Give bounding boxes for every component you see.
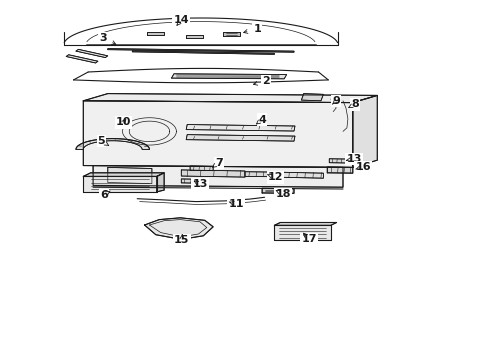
Polygon shape	[83, 101, 353, 167]
Polygon shape	[274, 222, 337, 225]
Text: 9: 9	[332, 96, 340, 106]
Polygon shape	[262, 188, 294, 193]
Text: 14: 14	[173, 15, 189, 25]
Polygon shape	[245, 172, 274, 177]
Text: 5: 5	[98, 136, 105, 146]
Polygon shape	[66, 55, 98, 63]
Polygon shape	[132, 51, 274, 54]
Polygon shape	[329, 159, 353, 163]
Polygon shape	[223, 32, 240, 36]
Text: 4: 4	[258, 114, 266, 125]
Text: 13: 13	[346, 154, 362, 164]
Polygon shape	[83, 94, 377, 103]
Polygon shape	[181, 179, 200, 183]
Text: 1: 1	[253, 24, 261, 34]
Text: 10: 10	[116, 117, 131, 127]
Text: 13: 13	[192, 179, 208, 189]
Polygon shape	[147, 32, 164, 35]
Polygon shape	[186, 135, 295, 141]
Text: 7: 7	[215, 158, 223, 168]
Polygon shape	[274, 172, 323, 178]
Polygon shape	[145, 218, 213, 239]
Polygon shape	[190, 166, 213, 171]
Polygon shape	[83, 173, 164, 176]
Text: 3: 3	[99, 33, 107, 43]
Polygon shape	[353, 95, 377, 167]
Polygon shape	[83, 176, 157, 192]
Polygon shape	[93, 166, 343, 187]
Text: 6: 6	[100, 190, 108, 200]
Text: 18: 18	[275, 189, 291, 199]
Text: 8: 8	[351, 99, 359, 109]
Polygon shape	[157, 173, 164, 192]
Polygon shape	[76, 139, 149, 149]
Polygon shape	[327, 167, 353, 173]
Text: 16: 16	[355, 162, 371, 172]
Text: 15: 15	[174, 235, 190, 246]
Polygon shape	[172, 74, 287, 79]
Polygon shape	[181, 170, 245, 177]
Polygon shape	[274, 225, 331, 240]
Polygon shape	[120, 117, 128, 123]
Polygon shape	[186, 35, 203, 38]
Text: 2: 2	[262, 76, 270, 86]
Text: 17: 17	[301, 234, 317, 244]
Polygon shape	[186, 125, 295, 131]
Text: 12: 12	[268, 172, 283, 183]
Polygon shape	[108, 167, 152, 184]
Polygon shape	[76, 49, 108, 58]
Polygon shape	[301, 94, 323, 101]
Polygon shape	[108, 49, 294, 52]
Text: 11: 11	[228, 199, 244, 210]
